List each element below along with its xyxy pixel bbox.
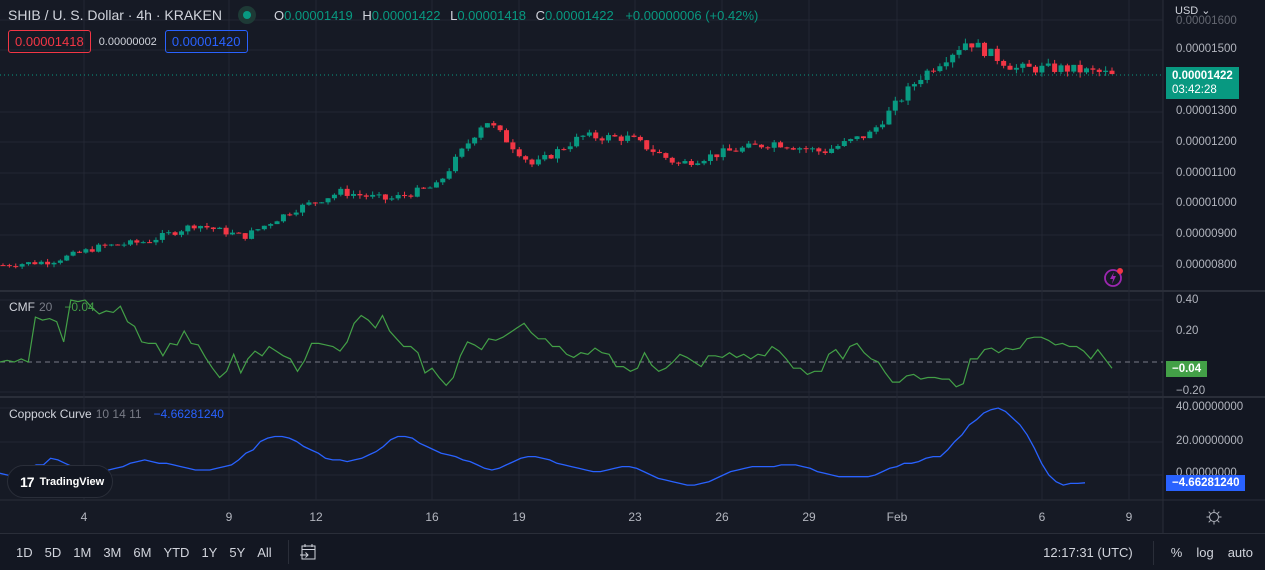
log-scale-toggle[interactable]: log <box>1196 545 1214 560</box>
time-tick: 23 <box>628 510 642 524</box>
coppock-tick: 20.00000000 <box>1176 435 1244 447</box>
lightning-alert-icon[interactable] <box>1103 266 1125 288</box>
time-tick: 12 <box>309 510 323 524</box>
coppock-value: −4.66281240 <box>153 407 224 421</box>
range-all[interactable]: All <box>257 544 272 560</box>
high-value: 0.00001422 <box>371 7 441 23</box>
settings-gear-icon[interactable] <box>1206 509 1222 525</box>
spread-value: 0.00000002 <box>98 35 157 48</box>
price-tick: 0.00000900 <box>1176 228 1237 240</box>
range-3m[interactable]: 3M <box>103 544 122 560</box>
open-value: 0.00001419 <box>284 7 353 23</box>
open-label: O <box>273 7 285 23</box>
auto-scale-toggle[interactable]: auto <box>1227 545 1253 560</box>
buy-button[interactable]: 0.00001420 <box>164 30 248 53</box>
ohlc-values: O0.00001419 H0.00001422 L0.00001418 C0.0… <box>268 8 758 23</box>
cmf-tick: −0.20 <box>1176 385 1206 394</box>
range-1m[interactable]: 1M <box>73 544 92 560</box>
go-to-date-calendar-icon[interactable] <box>299 543 317 561</box>
time-tick: 19 <box>512 510 526 524</box>
low-label: L <box>450 7 458 23</box>
price-tick: 0.00001000 <box>1176 197 1237 209</box>
low-value: 0.00001418 <box>457 7 527 23</box>
range-5d[interactable]: 5D <box>44 544 62 560</box>
range-1y[interactable]: 1Y <box>201 544 218 560</box>
range-5y[interactable]: 5Y <box>229 544 246 560</box>
coppock-params: 10 14 11 <box>95 407 142 421</box>
range-1d[interactable]: 1D <box>16 544 33 560</box>
high-label: H <box>362 7 372 23</box>
close-value: 0.00001422 <box>545 7 614 23</box>
coppock-legend[interactable]: Coppock Curve 10 14 11 −4.66281240 <box>9 407 224 421</box>
time-tick: Feb <box>886 510 908 524</box>
cmf-tick: 0.20 <box>1176 325 1199 337</box>
symbol-title[interactable]: SHIB / U. S. Dollar · 4h · KRAKEN <box>8 7 222 23</box>
symbol-legend: SHIB / U. S. Dollar · 4h · KRAKEN O0.000… <box>8 6 758 24</box>
bottom-right-controls: 12:17:31 (UTC) % log auto <box>1043 534 1265 570</box>
time-tick: 9 <box>1125 510 1133 524</box>
cmf-value: −0.04 <box>64 300 95 314</box>
coppock-tick: 40.00000000 <box>1176 401 1244 413</box>
percent-scale-toggle[interactable]: % <box>1170 545 1183 560</box>
close-label: C <box>535 7 546 23</box>
time-tick: 26 <box>715 510 729 524</box>
price-tick: 0.00001600 <box>1176 15 1237 27</box>
last-price: 0.00001422 <box>1172 70 1233 82</box>
bid-ask-row: 0.00001418 0.00000002 0.00001420 <box>8 30 248 53</box>
tradingview-logo[interactable]: 17 TradingView <box>7 465 113 498</box>
price-tick: 0.00001200 <box>1176 136 1237 148</box>
last-price-tag: 0.00001422 03:42:28 <box>1166 67 1239 99</box>
utc-clock[interactable]: 12:17:31 (UTC) <box>1043 545 1133 560</box>
divider <box>287 540 289 564</box>
cmf-legend[interactable]: CMF 20 −0.04 <box>9 300 95 314</box>
time-tick: 16 <box>425 510 439 524</box>
time-tick: 29 <box>802 510 816 524</box>
tradingview-mark-icon: 17 <box>20 473 35 490</box>
sell-button[interactable]: 0.00001418 <box>8 30 91 53</box>
cmf-params: 20 <box>39 300 53 314</box>
time-tick: 9 <box>225 510 233 524</box>
price-tick: 0.00001500 <box>1176 43 1237 55</box>
coppock-tick: 0.00000000 <box>1176 467 1237 475</box>
coppock-name: Coppock Curve <box>9 407 92 421</box>
range-ytd[interactable]: YTD <box>163 544 190 560</box>
bottom-toolbar: 1D 5D 1M 3M 6M YTD 1Y 5Y All 12:17:31 (U… <box>0 533 1265 570</box>
currency-label: USD <box>1175 5 1199 17</box>
currency-selector[interactable]: USD ⌄ <box>1175 4 1211 17</box>
range-6m[interactable]: 6M <box>133 544 152 560</box>
bar-countdown: 03:42:28 <box>1172 84 1217 96</box>
cmf-value-tag: −0.04 <box>1166 361 1208 377</box>
cmf-tick: 0.40 <box>1176 294 1199 306</box>
price-tick: 0.00001100 <box>1176 167 1236 179</box>
divider <box>1152 540 1154 565</box>
time-tick: 6 <box>1038 510 1046 524</box>
price-tick: 0.00000800 <box>1176 259 1237 271</box>
change-value: +0.00000006 (+0.42%) <box>625 7 759 23</box>
tradingview-text: TradingView <box>39 475 105 488</box>
market-status-icon[interactable] <box>237 6 256 24</box>
time-tick: 4 <box>80 510 88 524</box>
chevron-down-icon: ⌄ <box>1201 5 1211 17</box>
price-tick: 0.00001300 <box>1176 105 1237 117</box>
cmf-name: CMF <box>9 300 35 314</box>
coppock-value-tag: −4.66281240 <box>1166 475 1246 491</box>
